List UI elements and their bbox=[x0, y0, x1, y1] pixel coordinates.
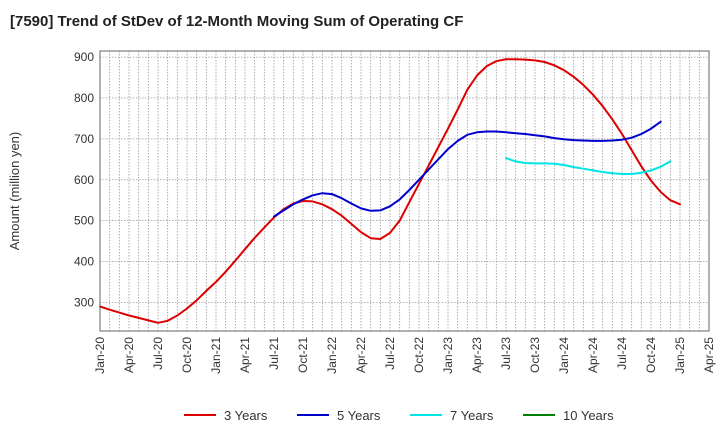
y-tick-label: 900 bbox=[74, 50, 94, 64]
y-tick-label: 500 bbox=[74, 214, 94, 228]
x-tick-label: Jan-25 bbox=[673, 337, 687, 374]
y-tick-label: 700 bbox=[74, 132, 94, 146]
x-tick-label: Apr-23 bbox=[470, 337, 484, 373]
legend-label: 3 Years bbox=[224, 408, 268, 423]
series-lines bbox=[99, 58, 681, 324]
legend: 3 Years 5 Years 7 Years 10 Years bbox=[184, 408, 614, 423]
x-tick-label: Jul-20 bbox=[151, 337, 165, 370]
legend-label: 10 Years bbox=[563, 408, 614, 423]
plot-frame bbox=[99, 50, 710, 332]
legend-label: 5 Years bbox=[337, 408, 381, 423]
x-tick-label: Oct-20 bbox=[180, 337, 194, 373]
x-tick-label: Apr-24 bbox=[586, 337, 600, 373]
x-tick-label: Jul-21 bbox=[267, 337, 281, 370]
x-tick-label: Apr-22 bbox=[354, 337, 368, 373]
x-tick-label: Apr-21 bbox=[238, 337, 252, 373]
y-axis-title: Amount (million yen) bbox=[7, 132, 22, 251]
y-tick-label: 300 bbox=[74, 295, 94, 309]
y-tick-label: 400 bbox=[74, 255, 94, 269]
legend-label: 7 Years bbox=[450, 408, 494, 423]
x-tick-label: Oct-21 bbox=[296, 337, 310, 373]
x-tick-label: Apr-25 bbox=[702, 337, 716, 373]
x-tick-label: Jul-23 bbox=[499, 337, 513, 370]
y-tick-label: 600 bbox=[74, 173, 94, 187]
chart-title: [7590] Trend of StDev of 12-Month Moving… bbox=[10, 13, 464, 30]
x-tick-label: Jan-23 bbox=[441, 337, 455, 374]
series-line-3-years bbox=[99, 58, 681, 324]
x-tick-label: Oct-23 bbox=[528, 337, 542, 373]
x-tick-label: Oct-24 bbox=[644, 337, 658, 373]
axes: 300 400 500 600 700 800 900 Jan-20 Apr-20 Jul-20 O… bbox=[7, 50, 716, 374]
series-line-7-years bbox=[505, 157, 672, 175]
x-tick-label: Jul-24 bbox=[615, 337, 629, 370]
grid bbox=[99, 51, 710, 331]
x-tick-label: Apr-20 bbox=[122, 337, 136, 373]
x-tick-label: Jan-22 bbox=[325, 337, 339, 374]
x-tick-label: Jan-20 bbox=[93, 337, 107, 374]
x-tick-label: Oct-22 bbox=[412, 337, 426, 373]
x-tick-label: Jan-24 bbox=[557, 337, 571, 374]
x-tick-label: Jan-21 bbox=[209, 337, 223, 374]
y-tick-label: 800 bbox=[74, 91, 94, 105]
x-tick-label: Jul-22 bbox=[383, 337, 397, 370]
series-line-5-years bbox=[273, 120, 662, 218]
